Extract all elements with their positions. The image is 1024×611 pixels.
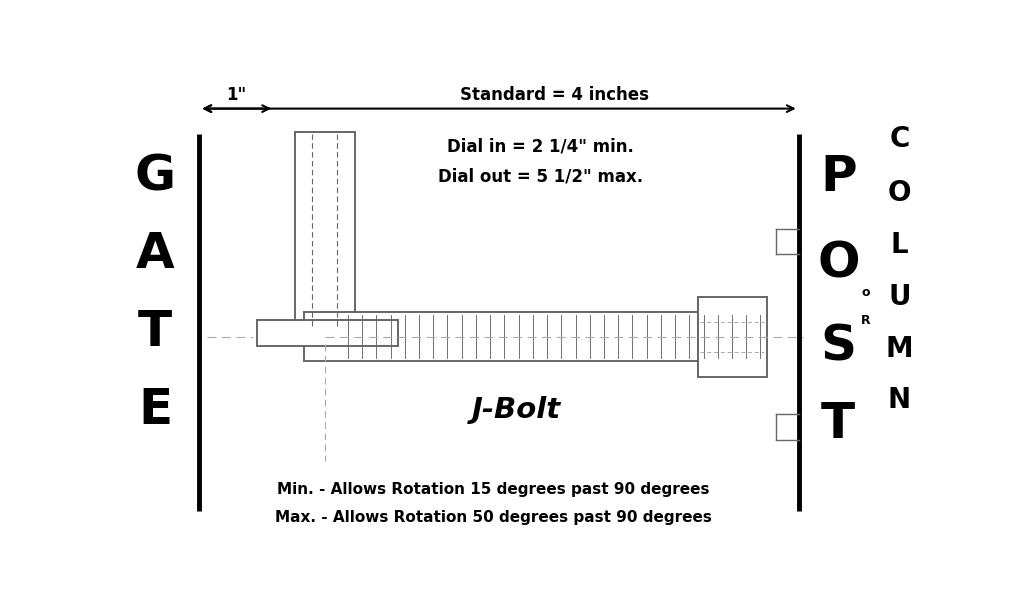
Text: O: O [817,240,859,288]
Text: N: N [888,386,911,414]
Bar [257,320,397,346]
Text: J-Bolt: J-Bolt [472,396,561,423]
Text: T: T [138,308,172,356]
Text: Standard = 4 inches: Standard = 4 inches [460,86,649,104]
Text: G: G [134,153,175,201]
Text: P: P [820,153,857,201]
Text: o: o [862,285,870,299]
Text: Min. - Allows Rotation 15 degrees past 90 degrees: Min. - Allows Rotation 15 degrees past 9… [276,482,710,497]
Text: C: C [889,125,909,153]
Text: U: U [888,283,910,311]
Bar [304,312,763,361]
Text: R: R [861,314,870,327]
Text: M: M [886,335,913,362]
Bar [697,297,767,377]
Bar [295,132,355,330]
Text: L: L [891,231,908,259]
Text: Max. - Allows Rotation 50 degrees past 90 degrees: Max. - Allows Rotation 50 degrees past 9… [274,510,712,525]
Text: O: O [888,179,911,207]
Text: 1": 1" [226,86,247,104]
Text: E: E [138,386,172,434]
Text: S: S [820,322,856,370]
Text: T: T [821,400,855,448]
Text: A: A [135,230,174,279]
Text: Dial out = 5 1/2" max.: Dial out = 5 1/2" max. [438,168,643,186]
Text: Dial in = 2 1/4" min.: Dial in = 2 1/4" min. [447,137,634,155]
